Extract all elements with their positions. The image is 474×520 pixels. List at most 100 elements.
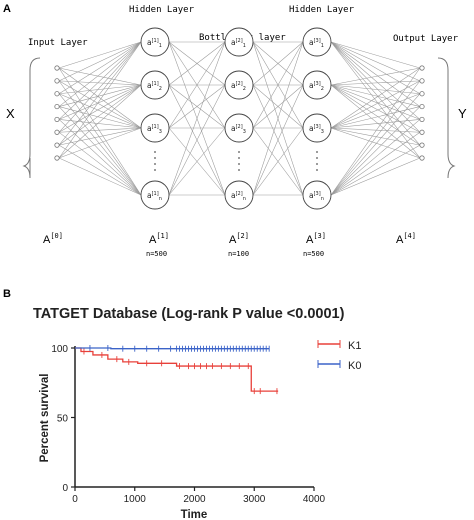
edge: [168, 84, 226, 196]
edge: [252, 84, 304, 196]
ellipsis-dot: [154, 151, 156, 153]
x-axis-label: Time: [181, 509, 208, 520]
layer3-neuron: [302, 180, 332, 210]
panel-b: B TATGET Database (Log-rank P value <0.0…: [3, 288, 361, 520]
chart-axes: 0 1000 2000 3000 4000 0 50 100: [51, 344, 325, 505]
edge: [58, 41, 142, 82]
panel-a: A Input Layer Hidden Layer Bottleneck la…: [3, 3, 467, 258]
edge: [58, 84, 142, 94]
edge: [330, 80, 421, 196]
hidden-layer-3-title: Hidden Layer: [289, 5, 355, 15]
input-node: [54, 103, 60, 110]
layer2-neuron: [224, 113, 254, 143]
edge: [58, 67, 142, 129]
edge: [58, 93, 142, 196]
input-node: [54, 65, 60, 71]
layer3-neuron: [302, 27, 332, 57]
legend: K1 K0: [317, 340, 361, 372]
edge: [58, 93, 142, 129]
edge: [330, 106, 421, 129]
layer1-neuron: [140, 180, 170, 210]
layer3-neuron: [302, 113, 332, 143]
edge: [58, 80, 142, 86]
layer2-neuron-label: a[2]n: [231, 191, 246, 202]
network-edges: [58, 41, 421, 196]
x-tick-label: 1000: [124, 494, 147, 505]
y-tick-label: 0: [62, 483, 68, 494]
edge: [58, 127, 142, 133]
edge: [330, 93, 421, 129]
edge: [330, 157, 421, 196]
input-node: [54, 78, 60, 84]
legend-label-k0: K0: [348, 360, 361, 372]
edge: [330, 41, 421, 120]
matrix-label-a3: A[3]: [306, 232, 326, 246]
edge: [168, 41, 226, 129]
legend-label-k1: K1: [348, 340, 361, 352]
layer1-neuron: [140, 70, 170, 100]
edge: [252, 41, 304, 196]
edge: [330, 67, 421, 86]
output-node: [419, 103, 425, 110]
layer3-neuron: [302, 70, 332, 100]
edge: [58, 84, 142, 133]
edge: [330, 144, 421, 196]
edge: [58, 106, 142, 196]
layer2-neuron: [224, 27, 254, 57]
edge: [330, 41, 421, 69]
chart-title: TATGET Database (Log-rank P value <0.000…: [33, 306, 345, 322]
edge: [58, 127, 142, 146]
output-node: [419, 142, 425, 148]
right-bracket: [437, 57, 456, 179]
edge: [58, 41, 142, 133]
edge: [330, 119, 421, 196]
edge: [252, 84, 304, 129]
edge: [58, 80, 142, 196]
edge: [330, 80, 421, 86]
edge: [330, 41, 421, 133]
edge: [58, 132, 142, 196]
ellipsis-dot: [154, 169, 156, 171]
x-side-label: X: [6, 106, 15, 121]
edge: [58, 119, 142, 196]
input-node: [54, 129, 60, 135]
edge: [58, 41, 142, 120]
x-tick-label: 2000: [183, 494, 206, 505]
input-node: [54, 155, 60, 161]
edge: [330, 67, 421, 196]
y-tick-label: 50: [57, 414, 69, 425]
matrix-label-a2: A[2]: [229, 232, 249, 246]
edge: [58, 106, 142, 129]
edge: [330, 41, 421, 94]
size-label-layer-1: n=500: [146, 250, 167, 258]
edge: [330, 127, 421, 146]
input-node: [54, 116, 60, 123]
edge: [330, 93, 421, 196]
size-label-layer-3: n=500: [303, 250, 324, 258]
edge: [330, 106, 421, 196]
layer3-neuron-label: a[3]1: [309, 38, 324, 49]
edge: [58, 157, 142, 196]
input-layer-title: Input Layer: [28, 38, 88, 48]
edge: [168, 127, 226, 196]
size-label-layer-2: n=100: [228, 250, 249, 258]
y-tick-label: 100: [51, 344, 68, 355]
panel-a-label: A: [3, 3, 11, 15]
series-line-k1: [75, 347, 279, 392]
matrix-label-a0: A[0]: [43, 232, 63, 246]
output-layer-title: Output Layer: [393, 34, 459, 44]
ellipsis-dot: [238, 169, 240, 171]
layer1-neuron: [140, 113, 170, 143]
edge: [168, 41, 226, 86]
edge: [58, 67, 142, 196]
input-node: [54, 91, 60, 97]
edge: [58, 84, 142, 107]
layer2-neuron: [224, 70, 254, 100]
edge: [58, 41, 142, 94]
edge: [330, 84, 421, 107]
output-node: [419, 129, 425, 135]
layer2-neuron-label: a[2]3: [231, 124, 246, 135]
output-node: [419, 116, 425, 123]
layer1-neuron-label: a[1]3: [147, 124, 162, 135]
edge: [330, 84, 421, 159]
